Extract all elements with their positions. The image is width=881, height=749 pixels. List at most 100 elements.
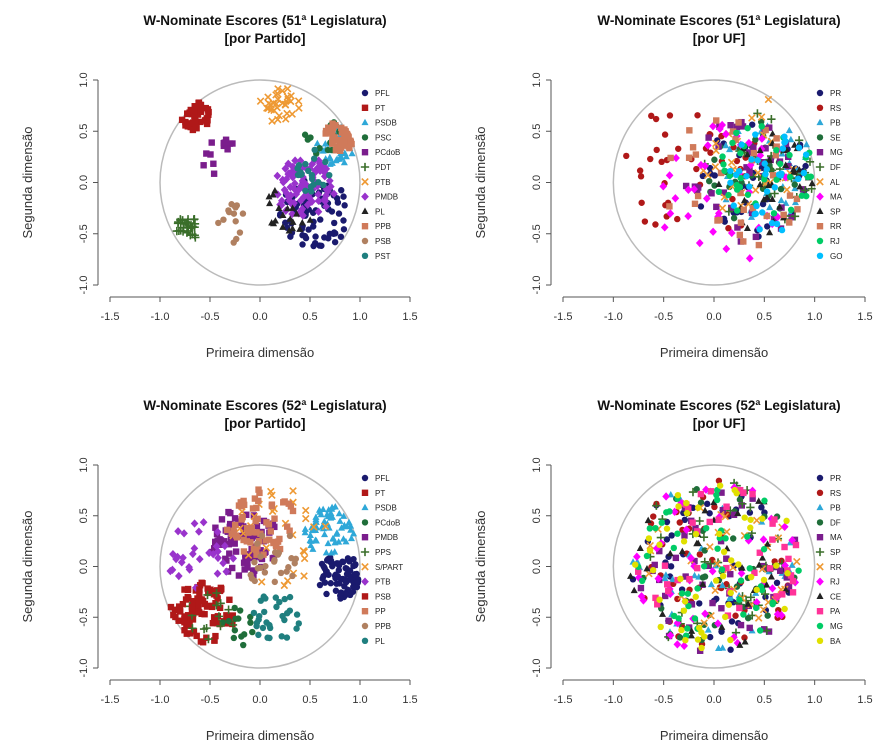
data-point xyxy=(727,228,736,238)
data-point xyxy=(220,541,229,551)
legend-marker xyxy=(361,503,369,511)
data-point xyxy=(692,530,700,538)
data-point xyxy=(652,221,659,228)
data-point xyxy=(652,115,660,123)
data-point xyxy=(740,206,747,214)
data-point xyxy=(326,171,333,179)
data-point xyxy=(257,578,266,586)
data-point xyxy=(735,119,742,126)
data-point xyxy=(321,530,329,538)
data-point xyxy=(641,218,649,225)
data-point xyxy=(342,577,349,584)
data-point xyxy=(255,631,262,639)
data-point xyxy=(281,164,290,173)
data-point xyxy=(707,580,715,588)
data-point xyxy=(696,551,703,558)
data-point xyxy=(746,183,753,190)
legend-marker xyxy=(361,118,369,126)
data-point xyxy=(336,147,344,154)
data-point xyxy=(746,624,753,632)
legend-label: MA xyxy=(830,193,843,202)
data-point xyxy=(722,244,731,254)
data-point xyxy=(274,538,282,545)
data-point xyxy=(736,231,744,239)
legend-marker xyxy=(360,162,370,172)
data-point xyxy=(231,515,239,522)
data-point xyxy=(274,85,282,93)
data-point xyxy=(352,561,359,568)
data-point xyxy=(346,144,353,152)
data-point xyxy=(324,512,332,520)
data-point xyxy=(333,530,341,537)
data-point xyxy=(760,576,768,584)
data-point xyxy=(765,156,773,163)
data-point xyxy=(675,615,682,622)
data-point xyxy=(752,604,760,612)
data-point xyxy=(325,571,332,578)
legend-marker xyxy=(361,622,369,630)
data-point xyxy=(701,547,708,554)
legend-label: PPB xyxy=(375,222,391,231)
data-point xyxy=(189,597,197,605)
data-point xyxy=(248,524,255,532)
data-point xyxy=(715,188,723,196)
data-point xyxy=(680,538,688,545)
data-point xyxy=(711,156,718,163)
data-point xyxy=(706,518,713,526)
data-point xyxy=(341,202,348,209)
data-point xyxy=(304,136,312,143)
data-point xyxy=(763,166,771,173)
data-point xyxy=(276,598,283,606)
data-point xyxy=(727,636,734,644)
legend: PFL PT PSDB PSC PCdoB PDT PTB PMDB PL PPB PSB PST xyxy=(360,89,400,261)
data-point xyxy=(717,537,725,545)
data-point xyxy=(789,577,797,585)
data-point xyxy=(327,580,334,587)
data-point xyxy=(322,158,329,166)
data-point xyxy=(348,149,356,157)
data-point xyxy=(760,626,768,633)
data-point xyxy=(283,84,292,93)
data-point xyxy=(280,185,289,195)
legend-label: PSC xyxy=(375,133,392,142)
data-point xyxy=(261,608,268,616)
data-point xyxy=(752,598,761,607)
data-point xyxy=(728,618,736,625)
data-point xyxy=(178,116,186,124)
data-point xyxy=(727,158,736,167)
data-point xyxy=(718,204,727,212)
data-point xyxy=(232,615,239,622)
x-tick-label: -1.5 xyxy=(554,694,573,706)
data-point xyxy=(289,507,297,515)
data-point xyxy=(203,150,210,157)
data-point xyxy=(701,621,708,628)
data-point xyxy=(759,535,768,544)
data-point xyxy=(338,187,345,194)
data-point xyxy=(665,617,672,624)
data-point xyxy=(741,514,748,521)
data-point xyxy=(225,508,232,516)
data-point xyxy=(680,641,689,650)
data-point xyxy=(773,146,780,154)
data-point xyxy=(335,509,343,517)
y-tick-label: 0.0 xyxy=(531,559,543,574)
data-point xyxy=(311,536,319,543)
data-point xyxy=(758,504,765,511)
chart-title: W-Nominate Escores (51ª Legislatura) xyxy=(143,13,386,28)
data-point xyxy=(753,202,760,210)
data-point xyxy=(220,216,227,223)
data-point xyxy=(266,536,273,543)
data-point xyxy=(701,506,709,514)
data-point xyxy=(681,516,689,524)
data-point xyxy=(733,129,740,137)
data-point xyxy=(204,634,213,644)
data-point xyxy=(744,124,751,132)
data-point xyxy=(752,131,759,138)
legend-label: S/PART xyxy=(375,563,403,572)
data-point xyxy=(214,595,221,602)
data-point xyxy=(231,604,238,612)
data-point xyxy=(719,644,727,651)
data-point xyxy=(732,136,739,143)
data-point xyxy=(745,149,753,156)
data-point xyxy=(638,199,645,206)
